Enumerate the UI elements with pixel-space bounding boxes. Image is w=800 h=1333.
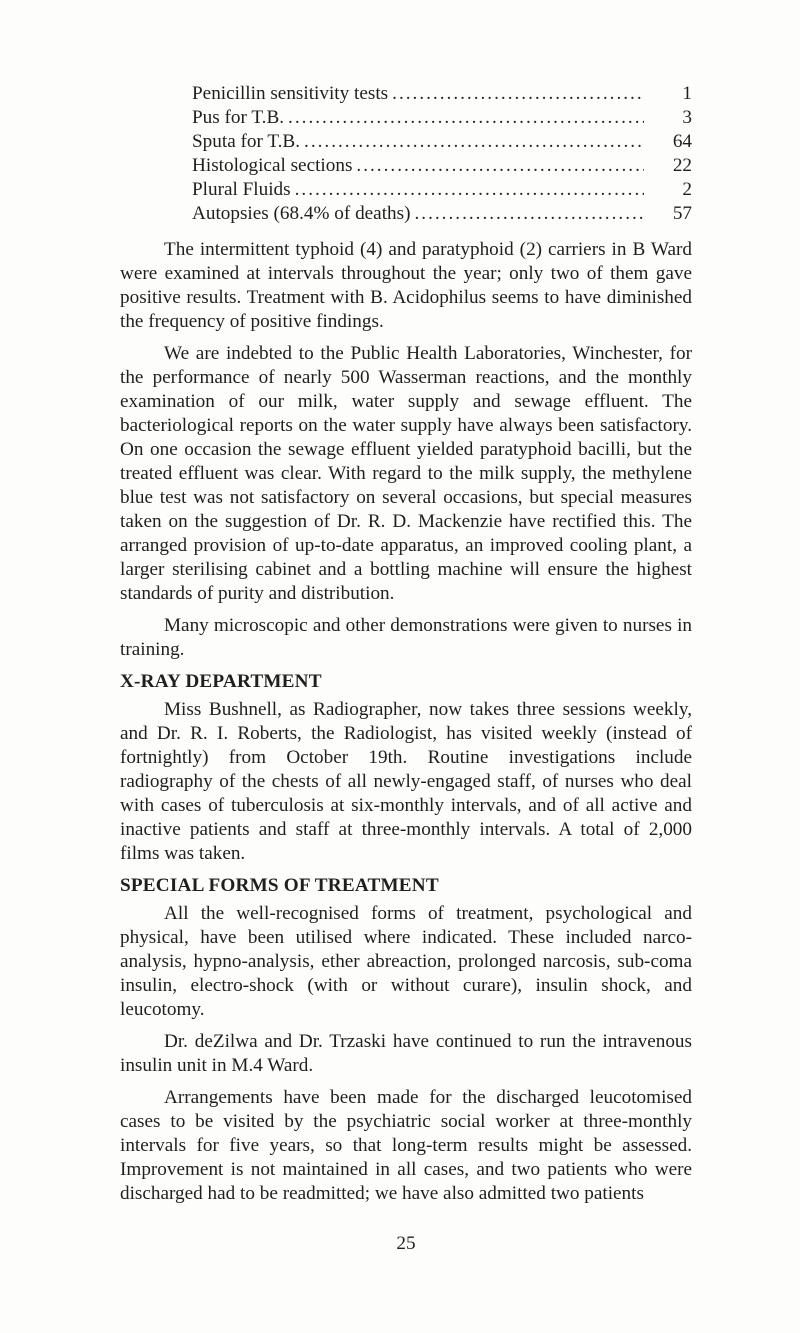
- leader-dots: ........................................…: [352, 154, 644, 178]
- stat-row: Histological sections ..................…: [192, 154, 692, 178]
- stat-label: Plural Fluids: [192, 178, 291, 202]
- stat-value: 2: [644, 178, 692, 202]
- stat-label: Pus for T.B.: [192, 106, 284, 130]
- body-paragraph: Dr. deZilwa and Dr. Trzaski have continu…: [120, 1030, 692, 1078]
- stat-label: Histological sections: [192, 154, 352, 178]
- leader-dots: ........................................…: [291, 178, 644, 202]
- stat-label: Sputa for T.B.: [192, 130, 300, 154]
- section-heading-xray: X-RAY DEPARTMENT: [120, 670, 692, 694]
- body-paragraph: Many microscopic and other demonstration…: [120, 614, 692, 662]
- stat-row: Autopsies (68.4% of deaths) ............…: [192, 202, 692, 226]
- stat-label: Autopsies (68.4% of deaths): [192, 202, 410, 226]
- section-heading-special: SPECIAL FORMS OF TREATMENT: [120, 874, 692, 898]
- body-paragraph: Miss Bushnell, as Radiographer, now take…: [120, 698, 692, 866]
- body-paragraph: Arrangements have been made for the disc…: [120, 1086, 692, 1206]
- stat-value: 1: [644, 82, 692, 106]
- stat-value: 22: [644, 154, 692, 178]
- leader-dots: ........................................…: [284, 106, 644, 130]
- leader-dots: ........................................…: [300, 130, 644, 154]
- stat-value: 64: [644, 130, 692, 154]
- body-paragraph: The intermittent typhoid (4) and paratyp…: [120, 238, 692, 334]
- document-page: Penicillin sensitivity tests ...........…: [0, 0, 800, 1333]
- body-paragraph: All the well-recognised forms of treatme…: [120, 902, 692, 1022]
- leader-dots: ........................................…: [410, 202, 644, 226]
- stat-value: 3: [644, 106, 692, 130]
- stat-row: Penicillin sensitivity tests ...........…: [192, 82, 692, 106]
- stats-list: Penicillin sensitivity tests ...........…: [192, 82, 692, 226]
- stat-label: Penicillin sensitivity tests: [192, 82, 388, 106]
- leader-dots: ........................................…: [388, 82, 644, 106]
- stat-row: Plural Fluids ..........................…: [192, 178, 692, 202]
- page-number: 25: [120, 1232, 692, 1256]
- stat-value: 57: [644, 202, 692, 226]
- stat-row: Sputa for T.B. .........................…: [192, 130, 692, 154]
- stat-row: Pus for T.B. ...........................…: [192, 106, 692, 130]
- body-paragraph: We are indebted to the Public Health Lab…: [120, 342, 692, 606]
